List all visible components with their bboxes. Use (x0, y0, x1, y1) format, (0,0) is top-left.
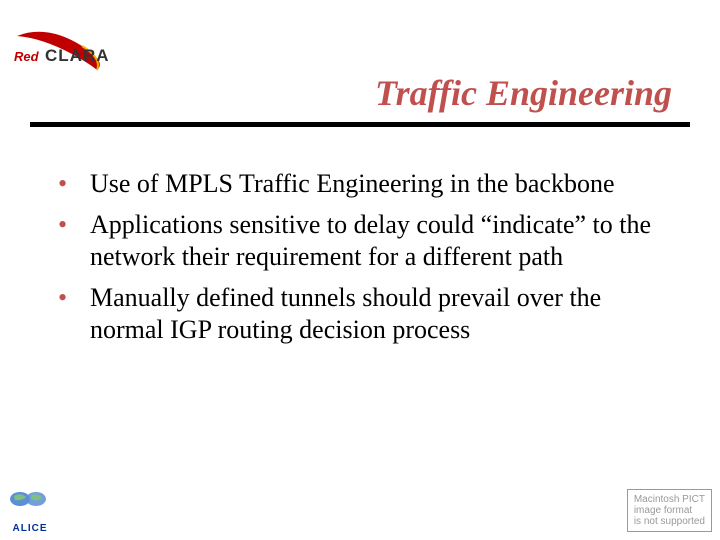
pict-line: image format (634, 505, 705, 516)
bullet-item: • Manually defined tunnels should prevai… (58, 282, 672, 347)
bullet-item: • Use of MPLS Traffic Engineering in the… (58, 168, 672, 201)
title-underline (30, 122, 690, 127)
bullet-marker-icon: • (58, 209, 67, 242)
logo-alice: ALICE (6, 488, 54, 534)
pict-line: Macintosh PICT (634, 494, 705, 505)
alice-globe-icon (6, 488, 54, 518)
bullet-marker-icon: • (58, 168, 67, 201)
logo-red-text: Red (14, 49, 39, 64)
bullet-text: Applications sensitive to delay could “i… (90, 210, 651, 272)
bullet-item: • Applications sensitive to delay could … (58, 209, 672, 274)
bullet-text: Manually defined tunnels should prevail … (90, 283, 601, 345)
logo-alice-text: ALICE (6, 523, 54, 534)
pict-line: is not supported (634, 516, 705, 527)
slide-title: Traffic Engineering (375, 72, 672, 114)
pict-placeholder: Macintosh PICT image format is not suppo… (627, 489, 712, 532)
bullet-marker-icon: • (58, 282, 67, 315)
bullet-text: Use of MPLS Traffic Engineering in the b… (90, 169, 615, 198)
slide: Red CLARA Traffic Engineering • Use of M… (0, 0, 720, 540)
logo-redclara: Red CLARA (12, 28, 132, 83)
logo-clara-text: CLARA (45, 46, 110, 65)
bullet-list: • Use of MPLS Traffic Engineering in the… (58, 168, 672, 355)
